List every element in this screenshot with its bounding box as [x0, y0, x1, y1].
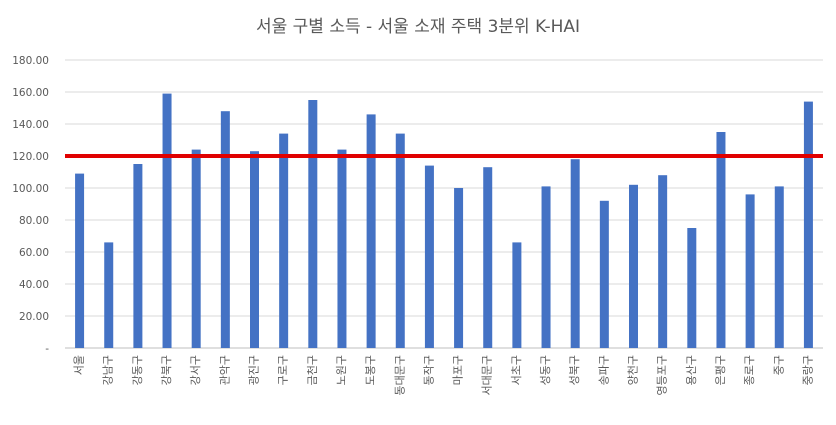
bar [220, 111, 230, 348]
y-axis-tick-labels: - 20.00 40.00 60.00 80.00 100.00 120.00 140.00 1… [12, 55, 49, 355]
bar [75, 173, 85, 348]
x-tick-label: 양천구 [626, 355, 640, 385]
x-tick-label: 서초구 [510, 355, 523, 385]
chart-title: 서울 구별 소득 - 서울 소재 주택 3분위 K-HAI [256, 17, 580, 37]
x-tick-label: 종로구 [743, 355, 756, 385]
bar [250, 151, 259, 348]
x-tick-label: 성동구 [539, 355, 552, 385]
bar [162, 93, 172, 348]
x-tick-label: 광진구 [248, 355, 261, 385]
y-tick-label: 160.00 [12, 87, 49, 99]
y-tick-label: 60.00 [19, 247, 49, 259]
bar [104, 242, 114, 348]
x-tick-label: 관악구 [218, 355, 231, 385]
y-tick-label: - [45, 343, 49, 355]
bar [803, 101, 813, 348]
bar [541, 186, 551, 348]
x-tick-label: 성북구 [568, 355, 581, 385]
bar [570, 159, 580, 348]
x-tick-label: 강동구 [131, 355, 144, 385]
bar [774, 186, 784, 348]
bar [687, 228, 697, 348]
x-tick-label: 금천구 [305, 355, 319, 385]
bar [454, 188, 464, 348]
x-tick-label: 용산구 [685, 355, 698, 385]
x-tick-label: 강남구 [102, 355, 115, 385]
bar [279, 133, 289, 348]
y-tick-label: 20.00 [19, 311, 49, 323]
y-tick-label: 180.00 [12, 55, 49, 67]
bar [483, 167, 493, 348]
x-tick-label: 강서구 [189, 355, 202, 385]
x-tick-label: 송파구 [597, 355, 610, 385]
y-tick-label: 40.00 [19, 279, 49, 291]
y-tick-label: 140.00 [12, 119, 49, 131]
x-tick-label: 중구 [772, 355, 785, 375]
x-axis-tick-labels: 서울 강남구 강동구 강북구 강서구 관악구 광진구 구로구 금천구 노원구 도봉구 동대문구 동작구 마… [73, 355, 815, 395]
x-tick-label: 노원구 [335, 355, 348, 385]
bar [716, 132, 726, 348]
x-tick-label: 도봉구 [364, 355, 377, 385]
bar [599, 200, 609, 348]
x-tick-label: 동대문구 [393, 355, 406, 395]
bar [337, 149, 347, 348]
bar [658, 175, 668, 348]
bar [424, 165, 434, 348]
x-tick-label: 영등포구 [656, 355, 669, 395]
y-tick-label: 120.00 [12, 151, 49, 163]
bar [629, 184, 638, 348]
bar [133, 164, 143, 348]
x-tick-label: 서울 [73, 355, 86, 375]
bar [512, 242, 522, 348]
bar [366, 114, 376, 349]
gridlines [65, 59, 823, 349]
x-tick-label: 중랑구 [801, 355, 814, 385]
x-tick-label: 동작구 [422, 355, 435, 385]
y-tick-label: 80.00 [19, 215, 49, 227]
x-tick-label: 은평구 [714, 355, 727, 385]
bar [745, 194, 755, 348]
x-tick-label: 마포구 [452, 355, 465, 385]
x-tick-label: 서대문구 [481, 355, 494, 395]
bar [191, 149, 201, 348]
x-tick-label: 구로구 [277, 355, 290, 385]
y-tick-label: 100.00 [12, 183, 49, 195]
bar [395, 133, 405, 348]
x-tick-label: 강북구 [160, 355, 173, 385]
bars [75, 93, 813, 349]
bar [308, 100, 318, 348]
